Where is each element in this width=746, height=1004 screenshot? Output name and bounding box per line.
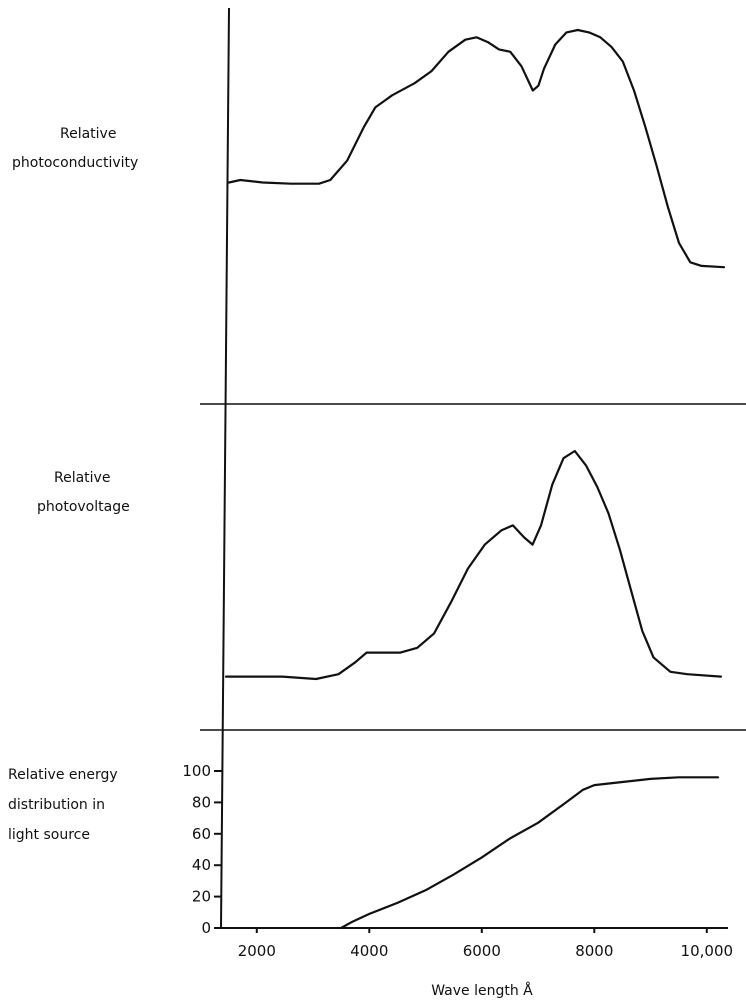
energy-y-axis-ticks: 0 20 40 60 80 100 (182, 762, 222, 937)
photovoltage-curve (224, 449, 723, 681)
y-tick-label: 20 (192, 888, 211, 906)
panel-label-photovoltage: Relative photovoltage (37, 470, 130, 515)
x-tick-label: 8000 (575, 942, 613, 960)
photoconductivity-curve (227, 28, 726, 269)
x-tick-label: 10,000 (681, 942, 734, 960)
panel-label-photoconductivity-line-2: photoconductivity (12, 155, 138, 171)
panel-label-energy-distribution: Relative energy distribution in light so… (8, 767, 118, 843)
panel-label-energy-line-3: light source (8, 827, 90, 843)
panel-label-photovoltage-line-2: photovoltage (37, 499, 130, 515)
x-tick-label: 4000 (350, 942, 388, 960)
panel-label-energy-line-1: Relative energy (8, 767, 118, 783)
x-tick-label: 6000 (463, 942, 501, 960)
panel-label-photovoltage-line-1: Relative (54, 470, 110, 486)
y-tick-label: 100 (182, 762, 211, 780)
x-axis-ticks: 2000 4000 6000 8000 10,000 (238, 928, 733, 960)
y-tick-label: 40 (192, 856, 211, 874)
vertical-axis-line (220, 7, 230, 929)
y-tick-label: 80 (192, 793, 211, 811)
energy-distribution-curve (340, 776, 720, 930)
y-tick-label: 60 (192, 825, 211, 843)
x-tick-label: 2000 (238, 942, 276, 960)
panel-label-energy-line-2: distribution in (8, 797, 105, 813)
x-axis-title: Wave length Å (431, 982, 533, 999)
panel-label-photoconductivity: Relative photoconductivity (12, 126, 138, 171)
y-tick-label: 0 (201, 919, 211, 937)
panel-label-photoconductivity-line-1: Relative (60, 126, 116, 142)
